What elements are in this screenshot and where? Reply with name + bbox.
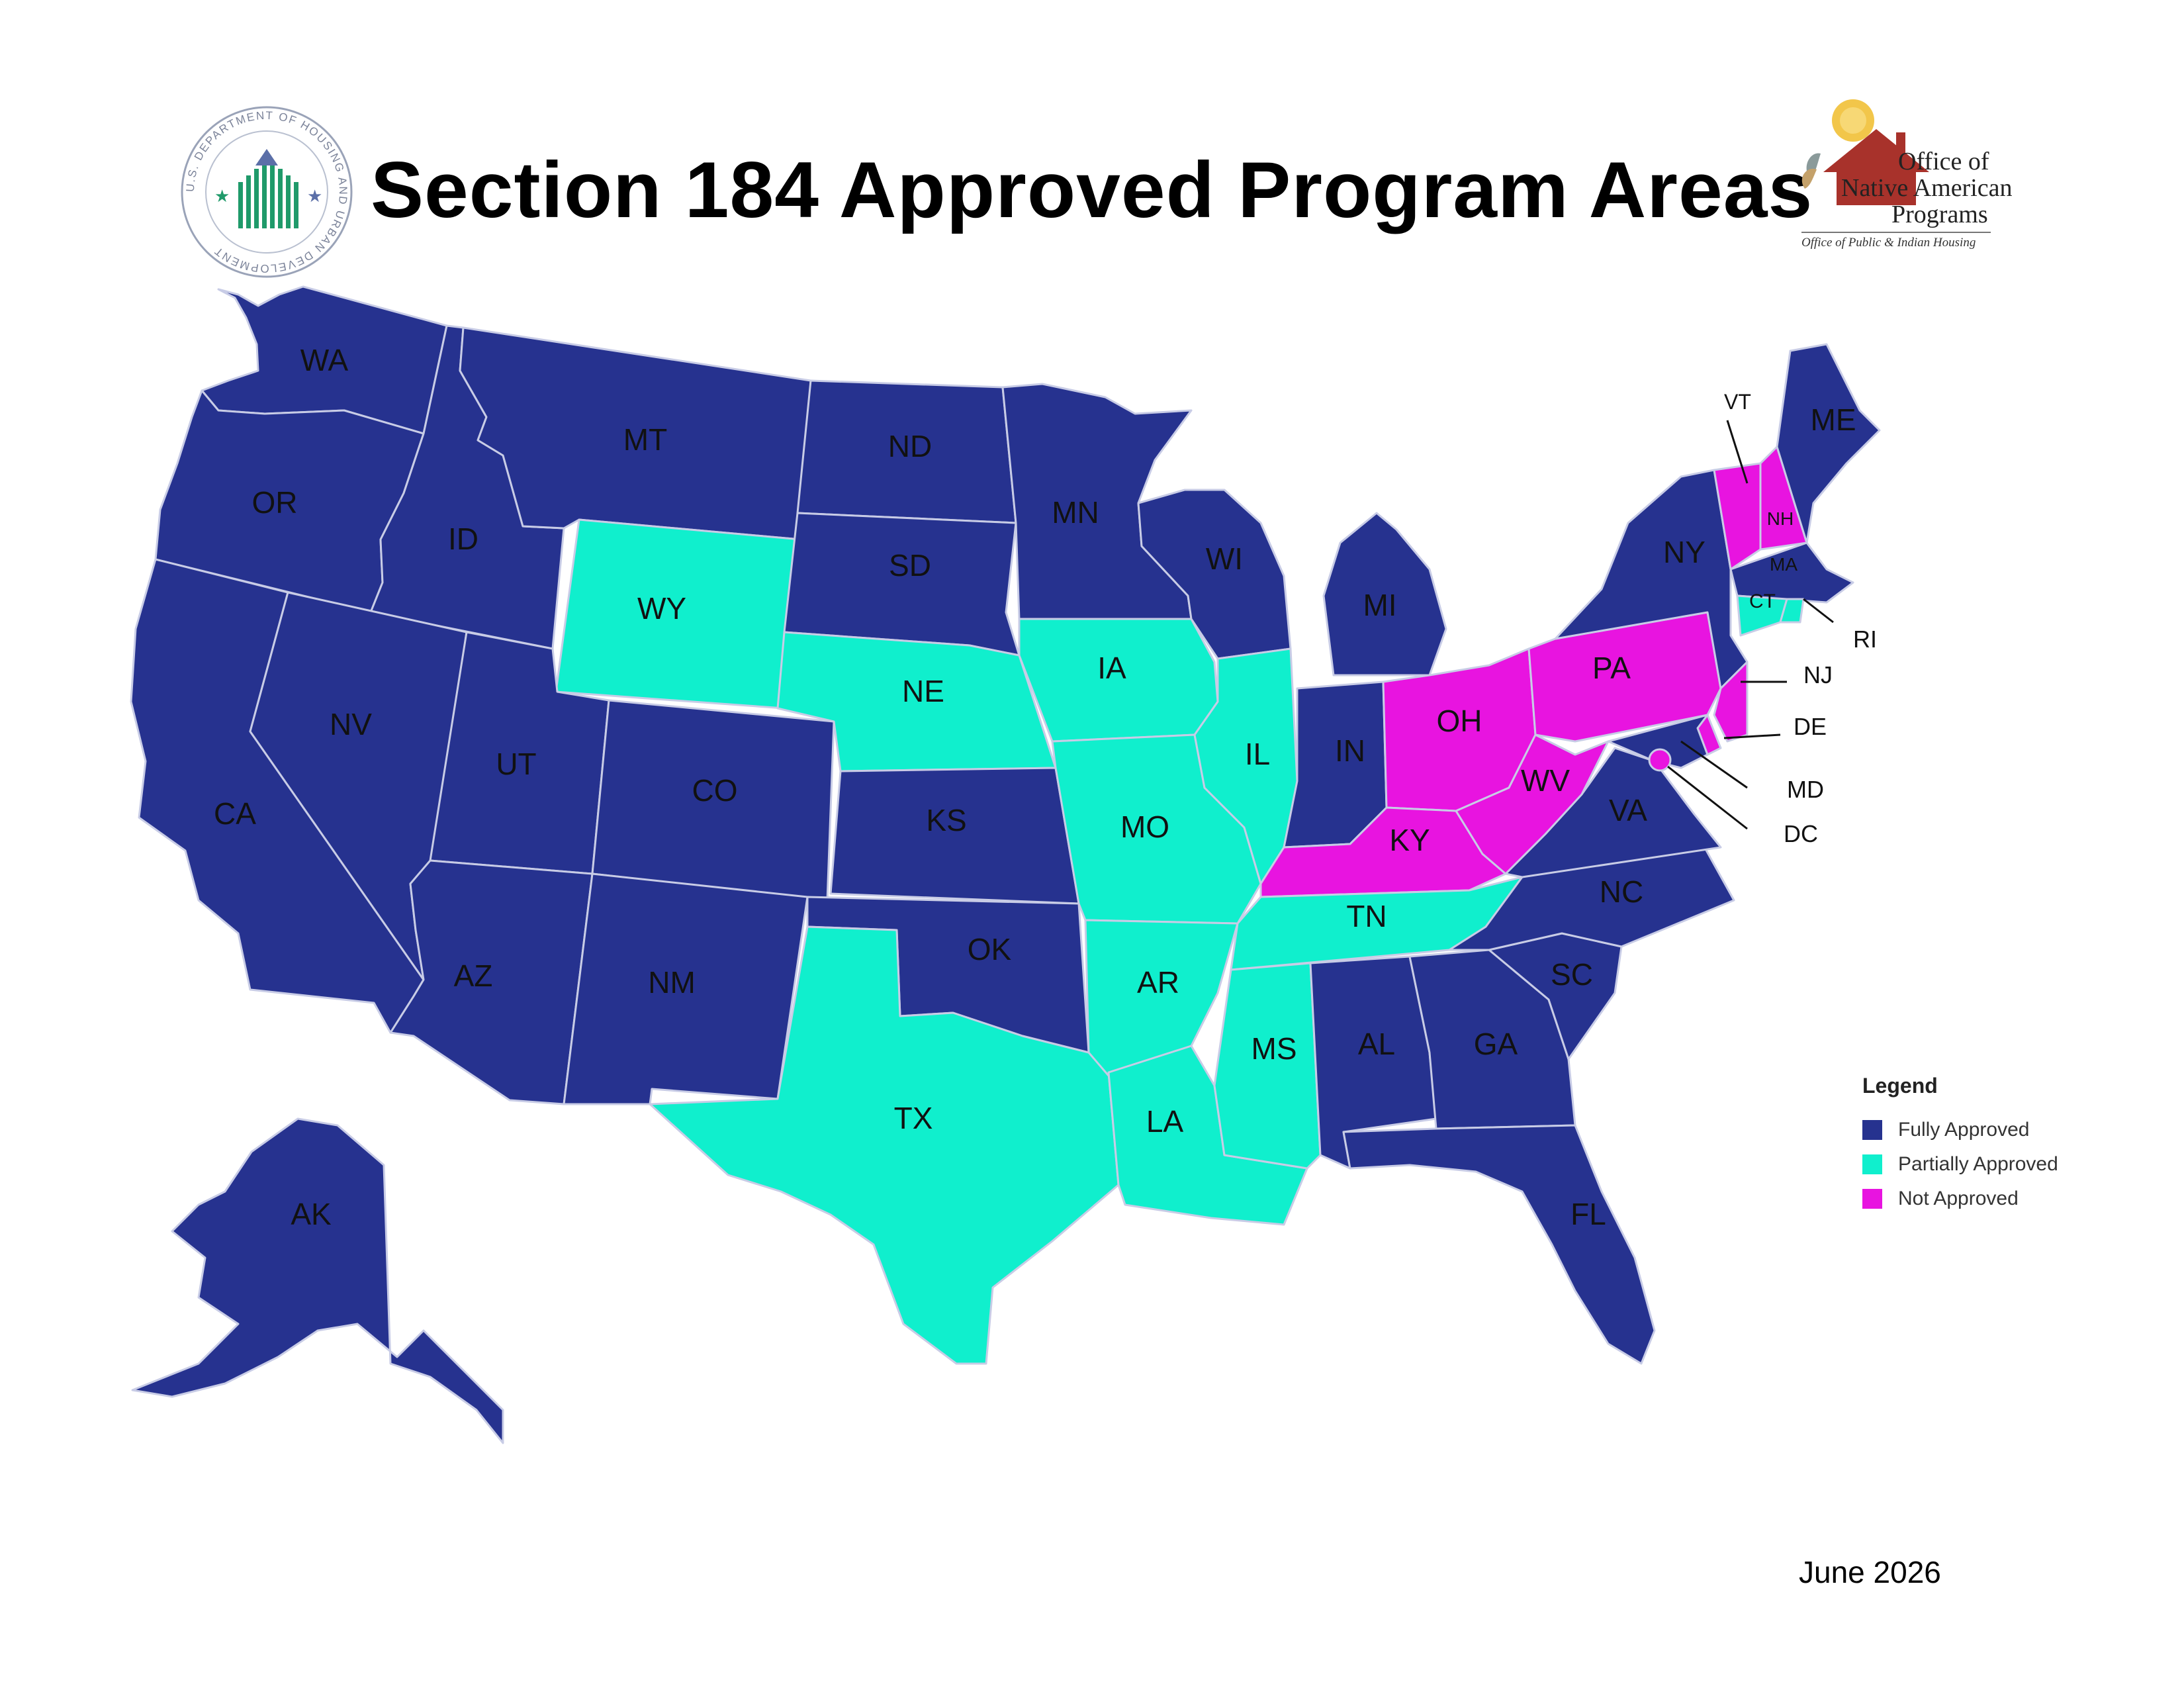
state-label-la: LA [1146, 1104, 1184, 1139]
state-label-ny: NY [1663, 535, 1706, 569]
hud-seal-logo: U.S. DEPARTMENT OF HOUSING AND URBAN DEV… [181, 106, 353, 278]
callout-line-md [1680, 740, 1748, 789]
state-label-mt: MT [623, 422, 667, 457]
state-label-nc: NC [1600, 874, 1643, 909]
state-label-wy: WY [637, 591, 686, 626]
state-me [1776, 343, 1881, 544]
legend-label: Fully Approved [1898, 1119, 2030, 1141]
state-label-mi: MI [1363, 588, 1396, 622]
state-label-mo: MO [1120, 810, 1169, 844]
legend-label: Partially Approved [1898, 1153, 2058, 1175]
state-label-md: MD [1787, 776, 1824, 803]
state-label-dc: DC [1784, 820, 1818, 847]
state-label-ms: MS [1251, 1031, 1297, 1066]
state-nc [1448, 839, 1735, 951]
state-label-id: ID [448, 522, 478, 556]
state-label-tn: TN [1346, 899, 1387, 933]
callout-line-de [1723, 733, 1781, 739]
page-title: Section 184 Approved Program Areas [371, 146, 1813, 234]
legend-item-fully-approved: Fully Approved [1862, 1113, 2058, 1147]
onap-line-2: Native American [1841, 174, 2013, 202]
state-label-fl: FL [1570, 1197, 1606, 1231]
state-label-ar: AR [1137, 965, 1179, 1000]
state-mi [1322, 512, 1447, 677]
state-label-ia: IA [1097, 651, 1126, 685]
state-fl [1342, 1124, 1656, 1365]
svg-text:★: ★ [307, 187, 322, 207]
state-label-oh: OH [1437, 704, 1482, 738]
state-label-nd: ND [888, 429, 932, 463]
onap-rule [1801, 232, 1991, 233]
onap-line-3: Programs [1891, 201, 1988, 228]
state-label-az: AZ [454, 959, 493, 993]
state-label-ri: RI [1853, 626, 1877, 653]
state-label-wv: WV [1521, 763, 1570, 798]
state-label-sd: SD [889, 548, 931, 583]
state-label-wa: WA [300, 343, 349, 377]
state-label-wi: WI [1206, 541, 1243, 576]
state-label-pa: PA [1592, 651, 1631, 685]
state-la [1107, 1045, 1308, 1226]
callout-line-dc [1667, 765, 1748, 830]
state-label-mn: MN [1052, 495, 1099, 530]
state-label-vt: VT [1724, 390, 1751, 414]
onap-line-1: Office of [1898, 148, 1989, 175]
state-tx [649, 925, 1120, 1365]
state-wv [1455, 733, 1610, 875]
state-label-al: AL [1358, 1027, 1395, 1061]
state-label-in: IN [1335, 733, 1365, 768]
state-il [1193, 647, 1298, 885]
state-label-ut: UT [496, 747, 536, 781]
legend: Legend Fully Approved Partially Approved… [1862, 1074, 2058, 1216]
legend-swatch [1862, 1120, 1882, 1140]
state-label-ga: GA [1474, 1027, 1518, 1061]
state-label-nv: NV [330, 707, 372, 741]
state-label-ks: KS [926, 803, 966, 837]
legend-item-partially-approved: Partially Approved [1862, 1147, 2058, 1182]
state-label-nm: NM [648, 965, 696, 1000]
state-label-ct: CT [1749, 590, 1776, 612]
state-label-ky: KY [1389, 823, 1430, 857]
state-label-ak: AK [291, 1197, 332, 1231]
state-ms [1213, 962, 1322, 1170]
onap-line-4: Office of Public & Indian Housing [1801, 236, 1976, 250]
state-label-ne: NE [902, 674, 944, 708]
state-label-co: CO [692, 773, 738, 808]
date-label: June 2026 [1799, 1555, 1941, 1589]
legend-item-not-approved: Not Approved [1862, 1182, 2058, 1216]
callout-line-vt [1726, 420, 1749, 484]
legend-swatch [1862, 1154, 1882, 1174]
legend-label: Not Approved [1898, 1188, 2019, 1209]
legend-title: Legend [1862, 1074, 1938, 1098]
state-label-de: DE [1794, 713, 1827, 740]
state-dc [1648, 748, 1672, 772]
state-label-ok: OK [968, 932, 1012, 966]
state-label-or: OR [252, 485, 298, 520]
state-label-ca: CA [214, 796, 256, 831]
onap-logo [1801, 99, 1929, 205]
svg-text:★: ★ [214, 187, 230, 207]
callout-line-ri [1803, 598, 1834, 624]
state-label-il: IL [1245, 737, 1270, 771]
state-label-ma: MA [1770, 554, 1797, 575]
state-label-nj: NJ [1803, 661, 1833, 688]
state-label-tx: TX [894, 1101, 933, 1135]
state-label-nh: NH [1767, 508, 1794, 529]
state-ri [1779, 598, 1805, 624]
state-label-sc: SC [1551, 957, 1593, 992]
state-label-me: ME [1811, 402, 1856, 437]
legend-swatch [1862, 1189, 1882, 1209]
state-ak [131, 1117, 504, 1444]
state-label-va: VA [1609, 793, 1647, 827]
